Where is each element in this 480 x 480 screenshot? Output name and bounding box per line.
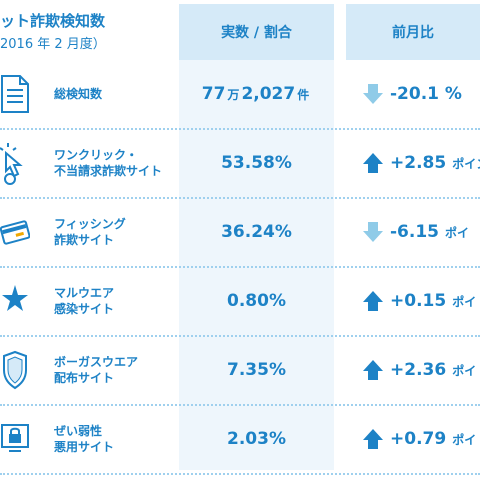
table-row-phishing: フィッシング 詐欺サイト 36.24% -6.15 ポイ — [0, 198, 480, 266]
cursor-click-icon — [0, 143, 23, 185]
table-row-vulnerability: ぜい弱性 悪用サイト 2.03% +0.79 ポイ — [0, 405, 480, 473]
table-row-one-click: ワンクリック・ 不当請求詐欺サイト 53.58% +2.85 ポイン — [0, 129, 480, 197]
row-divider — [0, 266, 480, 268]
table-row-total: 総検知数 77 万 2,027 件 -20.1 % — [0, 60, 480, 128]
change-unit: ポイ — [452, 363, 477, 378]
change-unit: ポイ — [452, 294, 477, 309]
row-label: ワンクリック・ 不当請求詐欺サイト — [54, 129, 174, 197]
value-part-a: 77 — [201, 84, 226, 104]
document-list-icon — [1, 75, 29, 113]
value-part-b: 2,027 — [241, 84, 296, 104]
row-change: -6.15 ポイ — [362, 198, 480, 266]
value-unit-man: 万 — [227, 87, 240, 102]
row-divider — [0, 335, 480, 337]
row-divider — [0, 128, 480, 130]
change-value: -6.15 — [390, 222, 439, 242]
row-label-line-1: 総検知数 — [54, 87, 103, 101]
arrow-up-icon — [363, 153, 383, 173]
row-change: +2.85 ポイン — [362, 129, 480, 197]
row-label-line-2: 悪用サイト — [54, 440, 115, 454]
column-header-ratio: 実数 / 割合 — [179, 4, 334, 60]
row-value: 0.80% — [227, 291, 286, 311]
change-value: +2.85 — [390, 153, 447, 173]
row-label-line-2: 配布サイト — [54, 371, 115, 385]
shield-icon — [3, 350, 27, 390]
table-row-bogusware: ボーガスウエア 配布サイト 7.35% +2.36 ポイ — [0, 336, 480, 404]
monitor-lock-icon — [1, 424, 29, 452]
row-divider — [0, 473, 480, 475]
column-header-change: 前月比 — [346, 4, 480, 60]
change-value: +0.15 — [390, 291, 447, 311]
row-label: ボーガスウエア 配布サイト — [54, 336, 174, 404]
row-label: マルウエア 感染サイト — [54, 267, 174, 335]
row-value: 77 万 2,027 件 — [179, 60, 334, 128]
row-label-line-2: 感染サイト — [54, 302, 115, 316]
row-label-line-1: フィッシング — [54, 217, 126, 231]
arrow-down-icon — [363, 84, 383, 104]
row-value: 53.58% — [221, 153, 292, 173]
table-header: ット詐欺検知数 2016 年 2 月度） 実数 / 割合 前月比 — [0, 0, 480, 60]
row-value: 36.24% — [221, 222, 292, 242]
row-change: +2.36 ポイ — [362, 336, 480, 404]
change-unit: ポイ — [445, 225, 470, 240]
arrow-up-icon — [363, 429, 383, 449]
change-value: -20.1 % — [390, 84, 462, 104]
row-value: 7.35% — [227, 360, 286, 380]
title-line-2: 2016 年 2 月度） — [0, 37, 106, 52]
row-change: +0.79 ポイ — [362, 405, 480, 473]
row-divider — [0, 404, 480, 406]
malware-star-icon — [2, 285, 28, 311]
arrow-up-icon — [363, 360, 383, 380]
row-label-line-1: マルウエア — [54, 286, 115, 300]
row-label-line-1: ワンクリック・ — [54, 148, 138, 162]
change-unit: ポイン — [452, 156, 480, 171]
row-divider — [0, 197, 480, 199]
table-title: ット詐欺検知数 2016 年 2 月度） — [0, 0, 180, 60]
row-label-line-1: ぜい弱性 — [54, 424, 103, 438]
row-label: ぜい弱性 悪用サイト — [54, 405, 174, 473]
row-change: -20.1 % — [362, 60, 480, 128]
credit-card-hook-icon — [0, 220, 30, 245]
value-unit-ken: 件 — [297, 87, 310, 102]
change-unit: ポイ — [452, 432, 477, 447]
row-label-line-2: 不当請求詐欺サイト — [54, 164, 163, 178]
arrow-down-icon — [363, 222, 383, 242]
change-value: +0.79 — [390, 429, 447, 449]
row-value: 2.03% — [227, 429, 286, 449]
table-row-malware: マルウエア 感染サイト 0.80% +0.15 ポイ — [0, 267, 480, 335]
row-label-line-1: ボーガスウエア — [54, 355, 139, 369]
row-label: 総検知数 — [54, 60, 174, 128]
arrow-up-icon — [363, 291, 383, 311]
row-label-line-2: 詐欺サイト — [54, 233, 115, 247]
row-change: +0.15 ポイ — [362, 267, 480, 335]
change-value: +2.36 — [390, 360, 447, 380]
row-label: フィッシング 詐欺サイト — [54, 198, 174, 266]
title-line-1: ット詐欺検知数 — [0, 12, 106, 30]
